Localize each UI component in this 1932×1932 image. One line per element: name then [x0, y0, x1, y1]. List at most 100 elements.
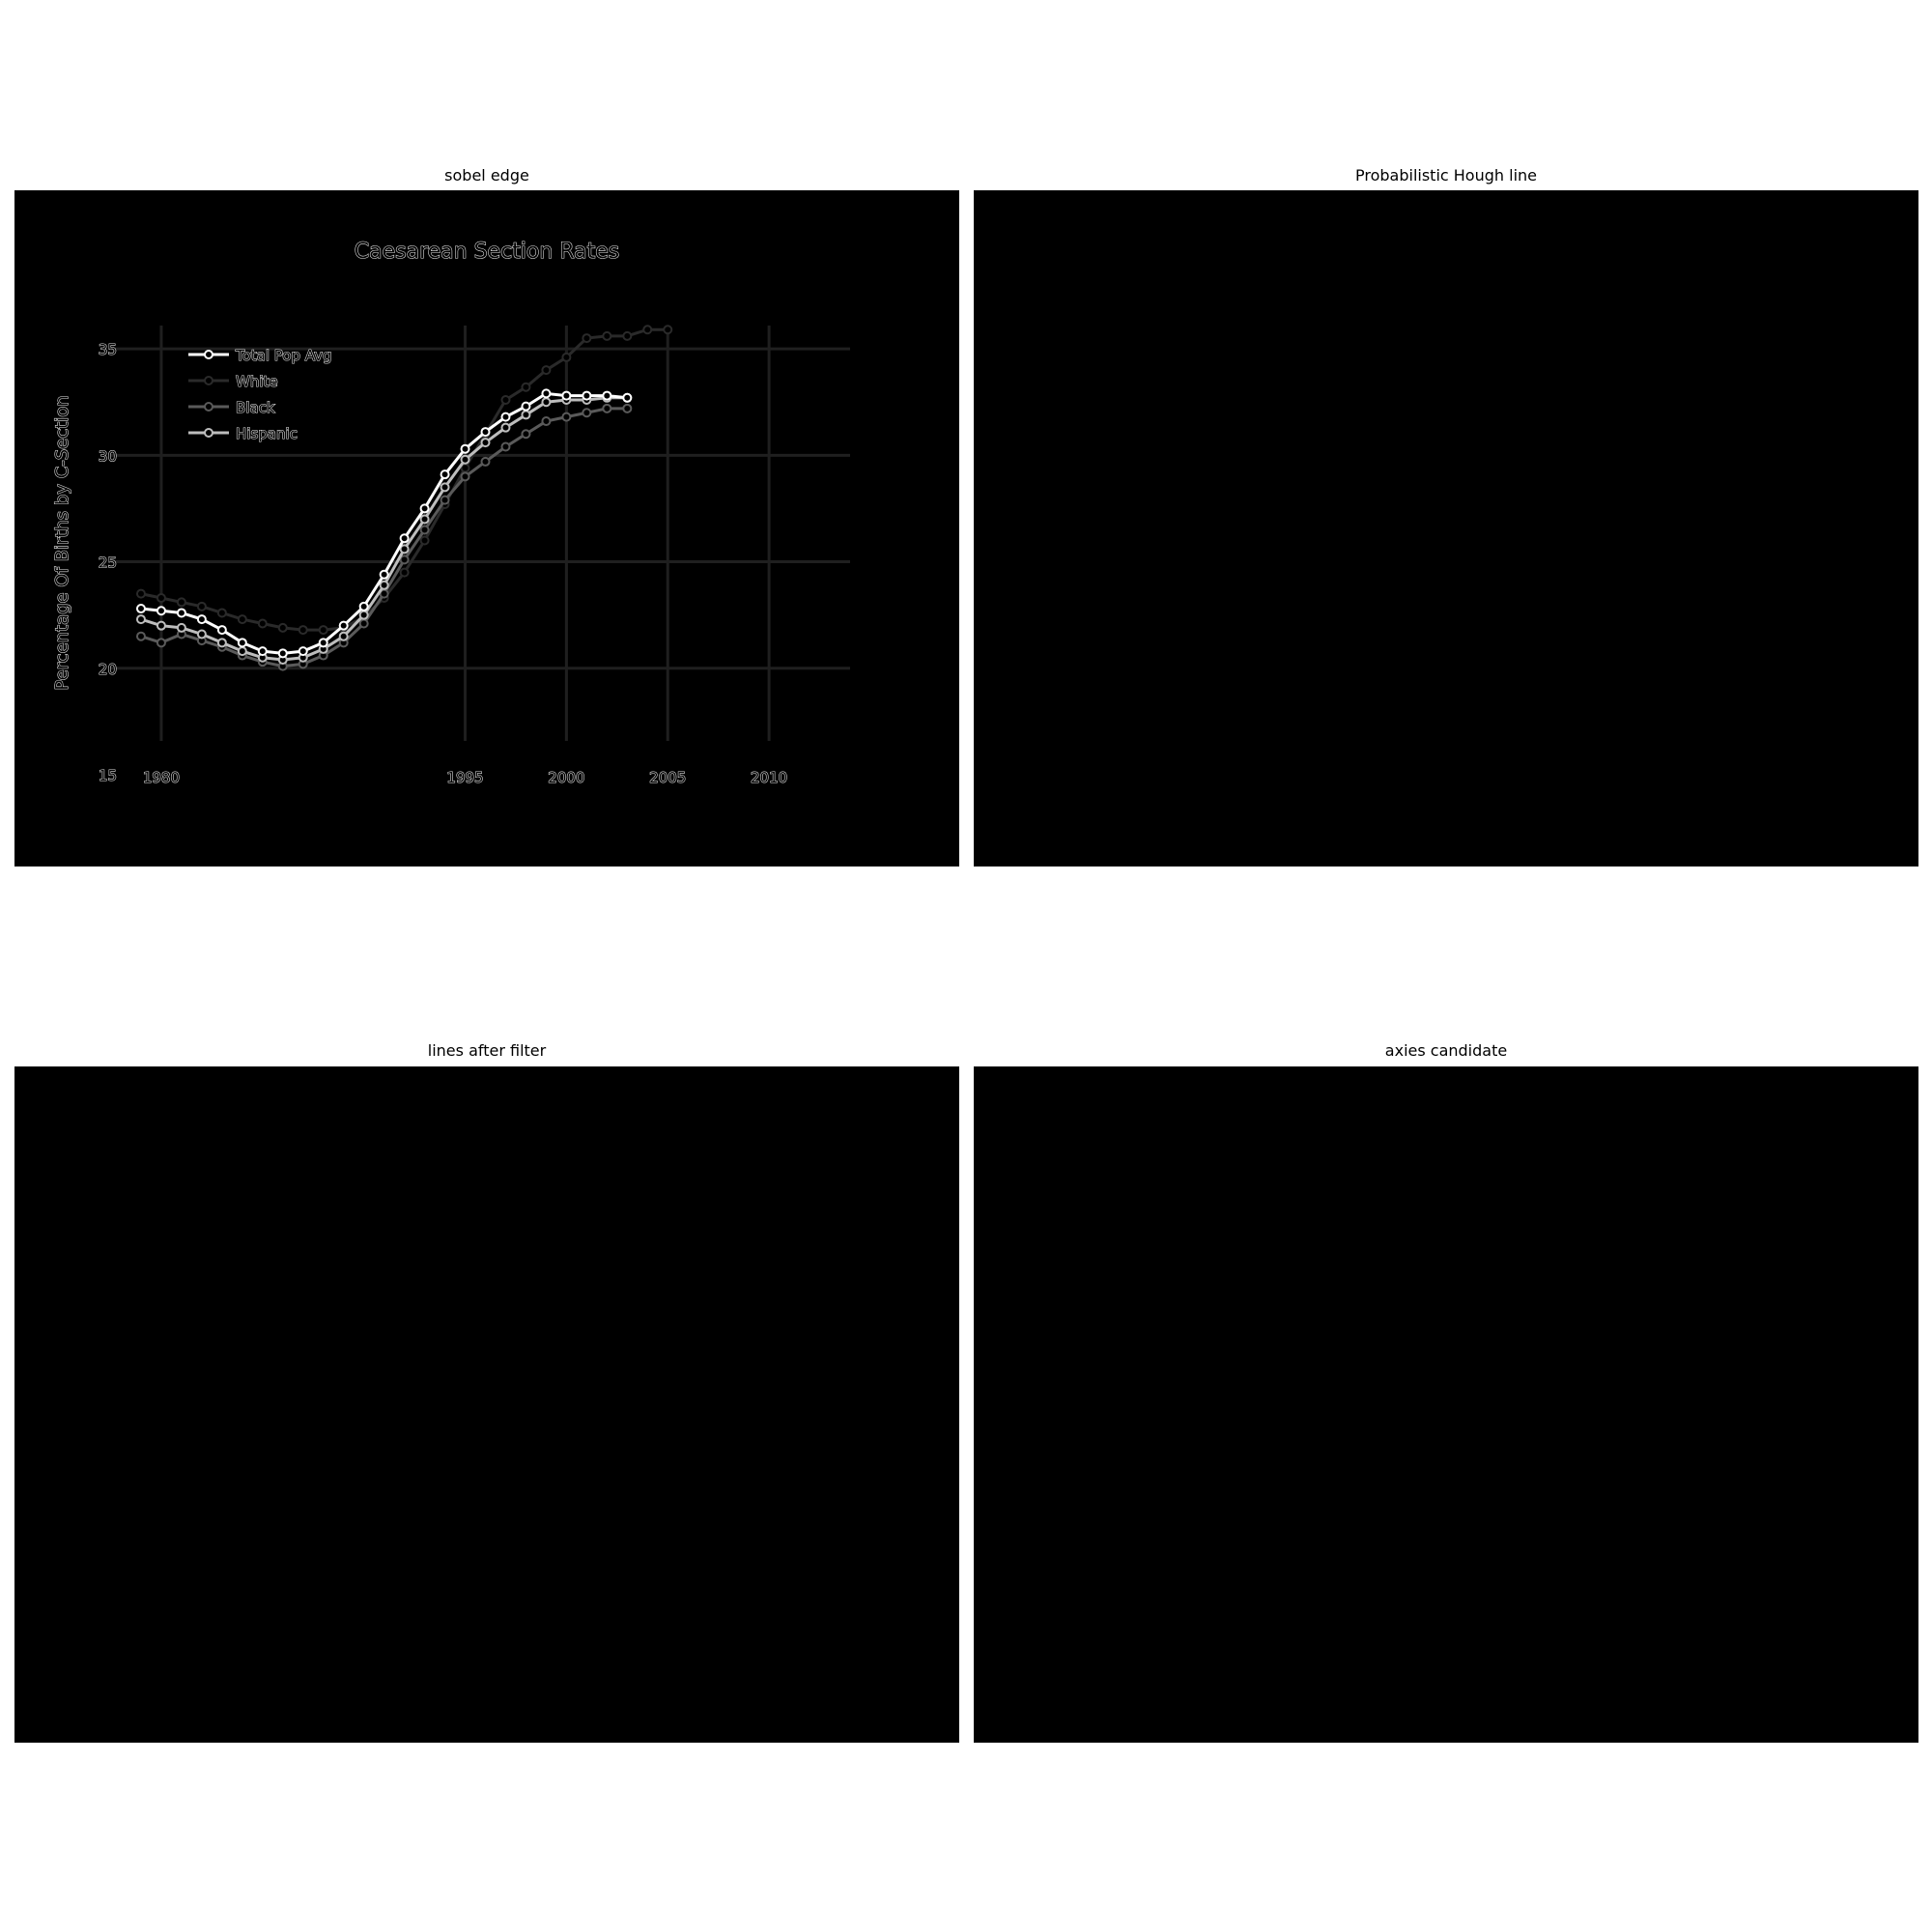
sobel-chart: Caesarean Section Rates Percentage Of Bi…: [51, 239, 850, 787]
legend-swatch-marker: [204, 402, 213, 412]
series-point: [602, 403, 612, 413]
series-point: [419, 535, 430, 546]
series-point: [237, 638, 247, 648]
series-point: [582, 408, 592, 418]
series-point: [419, 514, 430, 525]
panel-title-hough: Probabilistic Hough line: [1355, 166, 1537, 185]
legend-swatch-marker: [204, 350, 213, 359]
series-point: [358, 618, 369, 629]
legend-label: White: [236, 373, 278, 390]
series-point: [338, 620, 349, 631]
x-tick-label: 2010: [751, 769, 787, 786]
series-point: [196, 629, 207, 639]
series-point: [379, 569, 389, 580]
panel-title-filtered: lines after filter: [427, 1041, 547, 1060]
legend-label: Hispanic: [236, 425, 298, 442]
series-point: [480, 438, 491, 448]
series-line-black: [140, 407, 628, 668]
series-point: [216, 625, 227, 636]
series-point: [156, 620, 166, 631]
series-point: [298, 625, 308, 636]
panel-title-axes: axies candidate: [1384, 1041, 1508, 1060]
series-line-white: [140, 327, 668, 632]
series-point: [358, 610, 369, 620]
series-point: [602, 390, 612, 401]
series-point: [338, 631, 349, 641]
series-point: [156, 638, 166, 648]
series-point: [277, 648, 288, 659]
series-point: [257, 618, 268, 629]
series-point: [561, 352, 572, 362]
series-point: [561, 412, 572, 422]
series-point: [480, 427, 491, 438]
series-point: [500, 441, 511, 452]
legend-label: Black: [236, 399, 275, 416]
series-point: [500, 422, 511, 433]
series-point: [419, 503, 430, 514]
chart-ylabel: Percentage Of Births by C-Section: [52, 395, 72, 690]
chart-ticks: 15 20 25 30 35 1980 1995 2000 2005 2010: [98, 341, 787, 787]
series-point: [663, 325, 673, 335]
series-point: [561, 390, 572, 401]
legend-swatch-marker: [204, 376, 213, 385]
series-point: [541, 388, 552, 399]
series-point: [521, 401, 531, 412]
series-point: [135, 614, 146, 625]
series-point: [480, 456, 491, 467]
chart-series: [135, 325, 673, 671]
series-point: [176, 597, 186, 608]
series-point: [135, 588, 146, 599]
series-point: [399, 567, 410, 578]
y-tick-label: 20: [99, 661, 117, 678]
series-point: [440, 482, 450, 493]
series-point: [460, 471, 470, 482]
chart-grid: [111, 326, 850, 741]
series-line-hispanic: [140, 396, 628, 662]
series-point: [500, 412, 511, 422]
series-point: [541, 365, 552, 376]
series-point: [582, 390, 592, 401]
y-tick-label: 30: [99, 447, 117, 465]
series-point: [196, 601, 207, 611]
series-point: [419, 525, 430, 535]
series-point: [318, 638, 328, 648]
y-tick-label: 25: [99, 554, 117, 572]
series-point: [642, 325, 653, 335]
series-point: [156, 593, 166, 604]
chart-title: Caesarean Section Rates: [355, 240, 619, 264]
series-point: [298, 646, 308, 657]
series-point: [176, 608, 186, 618]
sobel-edge-panel: Caesarean Section Rates Percentage Of Bi…: [14, 190, 959, 867]
series-point: [541, 397, 552, 408]
legend-swatch-marker: [204, 428, 213, 438]
series-point: [440, 469, 450, 480]
series-point: [460, 454, 470, 465]
x-tick-label: 2000: [548, 769, 584, 786]
series-point: [622, 403, 633, 413]
series-point: [399, 554, 410, 565]
series-point: [358, 601, 369, 611]
series-point: [216, 608, 227, 618]
chart-legend: Total Pop Avg White Black Hispanic: [188, 346, 332, 443]
series-point: [237, 614, 247, 625]
series-point: [602, 330, 612, 341]
series-point: [379, 580, 389, 590]
x-tick-label: 1980: [143, 769, 180, 786]
series-point: [216, 638, 227, 648]
hough-line-panel: [974, 190, 1918, 867]
panel-title-sobel: sobel edge: [444, 166, 529, 185]
x-tick-label: 1995: [446, 769, 483, 786]
series-point: [277, 622, 288, 633]
series-point: [156, 606, 166, 616]
filtered-lines-panel: [14, 1066, 959, 1743]
series-point: [135, 604, 146, 614]
series-point: [440, 495, 450, 505]
series-point: [176, 622, 186, 633]
series-point: [318, 625, 328, 636]
y-tick-label: 15: [99, 767, 117, 784]
series-point: [135, 631, 146, 641]
series-point: [521, 429, 531, 440]
series-point: [541, 416, 552, 427]
legend-label: Total Pop Avg: [235, 347, 332, 364]
series-point: [622, 330, 633, 341]
